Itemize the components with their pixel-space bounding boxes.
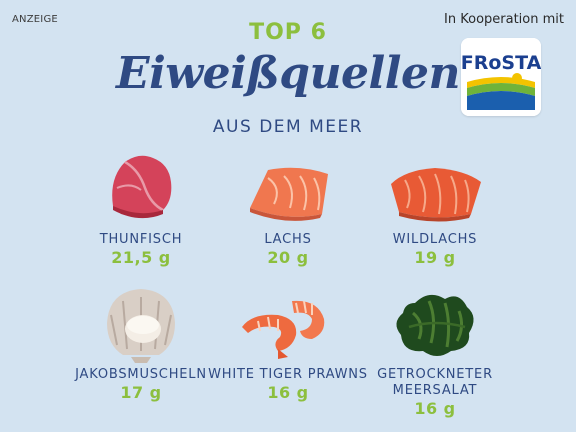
protein-value: 17 g	[120, 383, 162, 402]
protein-item-white-tiger-prawns: WHITE TIGER PRAWNS 16 g	[198, 283, 378, 403]
protein-value: 20 g	[267, 248, 309, 267]
seaweed-icon	[396, 294, 474, 356]
prawns-icon	[242, 300, 325, 359]
protein-name: LACHS	[264, 232, 312, 247]
protein-name-line2: MEERSALAT	[392, 383, 478, 398]
header-kicker: TOP 6	[249, 20, 327, 45]
protein-name: WILDLACHS	[392, 232, 478, 247]
frosta-logo-icon: FRoSTA	[461, 38, 541, 116]
protein-name: JAKOBSMUSCHELN	[75, 367, 207, 382]
page-subtitle: AUS DEM MEER	[212, 117, 364, 137]
protein-value: 16 g	[267, 383, 309, 402]
brand-logo[interactable]: FRoSTA	[461, 38, 541, 116]
protein-name: THUNFISCH	[99, 232, 183, 247]
protein-item-meersalat: GETROCKNETER MEERSALAT 16 g	[345, 283, 525, 423]
protein-name-line1: GETROCKNETER	[377, 367, 493, 382]
page-title: Eiweißquellen	[116, 48, 460, 99]
brand-name: FRoSTA	[461, 52, 541, 74]
wild-salmon-icon	[391, 168, 481, 222]
cooperation-text: In Kooperation mit	[444, 12, 564, 27]
protein-value: 19 g	[414, 248, 456, 267]
protein-value: 16 g	[414, 399, 456, 418]
protein-value: 21,5 g	[111, 248, 171, 267]
tuna-icon	[112, 155, 172, 219]
protein-item-wildlachs: WILDLACHS 19 g	[345, 148, 525, 268]
salmon-icon	[250, 167, 328, 221]
protein-name: WHITE TIGER PRAWNS	[208, 367, 368, 382]
scallop-icon	[107, 289, 175, 363]
ad-label: ANZEIGE	[12, 14, 58, 25]
protein-item-lachs: LACHS 20 g	[198, 148, 378, 268]
protein-item-thunfisch: THUNFISCH 21,5 g	[51, 148, 231, 268]
protein-item-jakobsmuscheln: JAKOBSMUSCHELN 17 g	[51, 283, 231, 403]
